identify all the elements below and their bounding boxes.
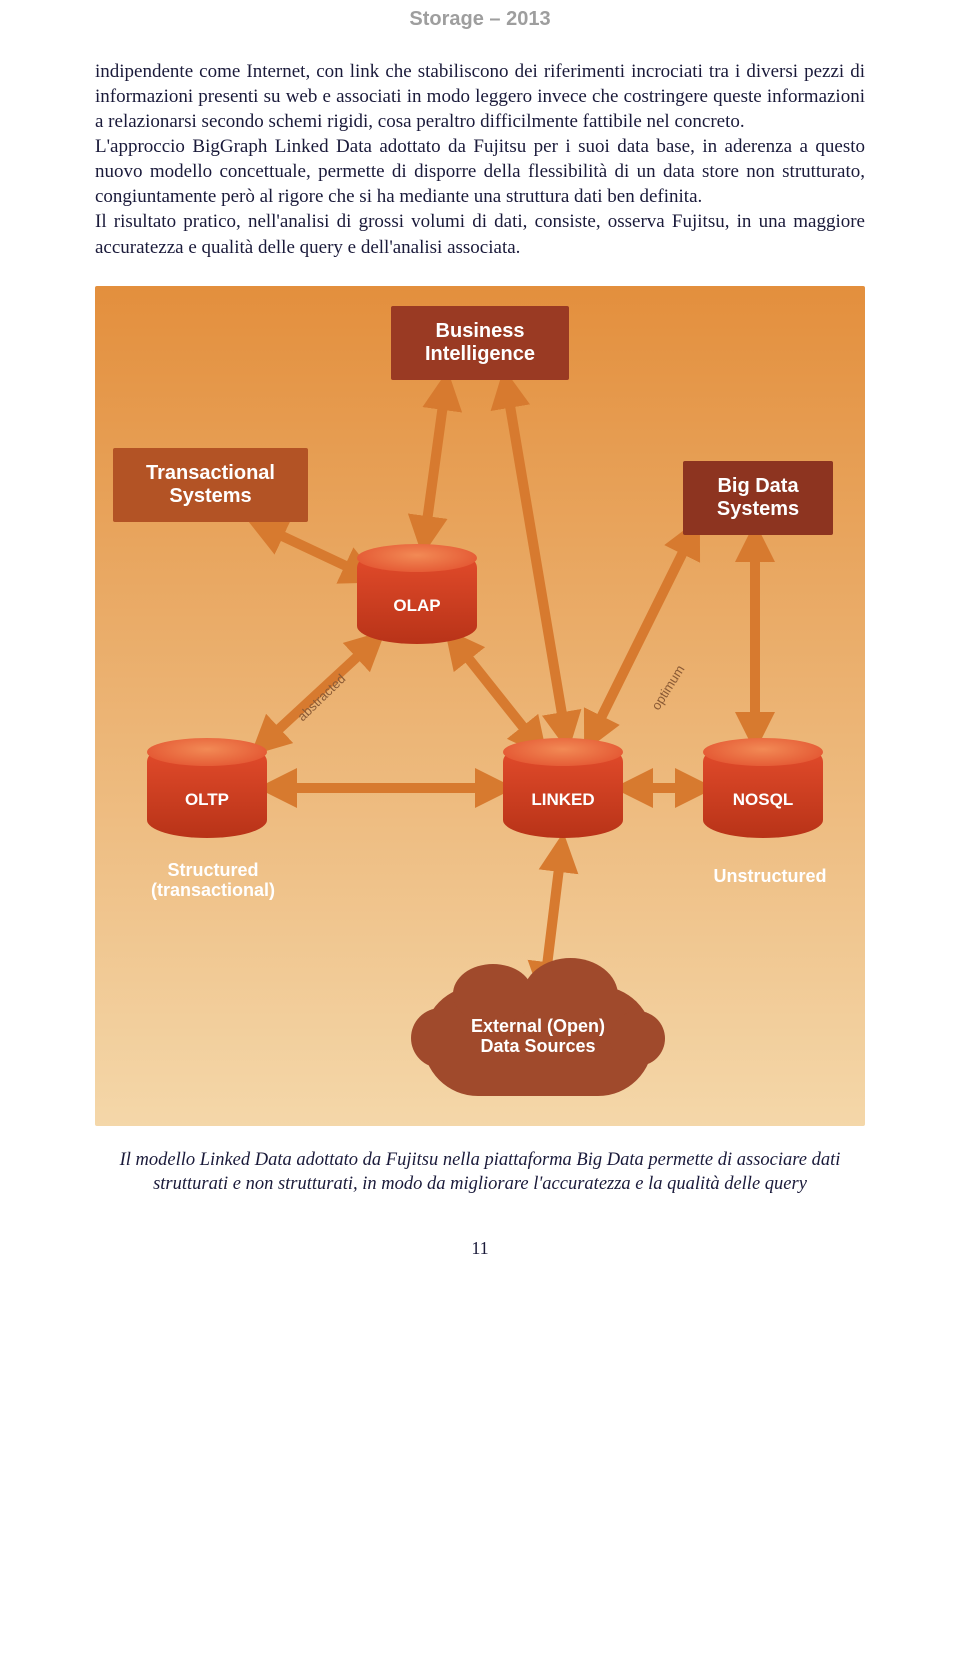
arrow-trans-olap [265, 528, 363, 574]
arrow-bi-olap [425, 390, 445, 536]
arrow-bi-linked [507, 388, 565, 732]
linked-data-diagram: BusinessIntelligence TransactionalSystems… [95, 286, 865, 1126]
cylinder-label: OLTP [147, 790, 267, 810]
paragraph-1: indipendente come Internet, con link che… [95, 59, 865, 134]
box-bigd: Big DataSystems [683, 461, 833, 535]
cap-struct: Structured(transactional) [133, 860, 293, 901]
box-trans: TransactionalSystems [113, 448, 308, 522]
page-number: 11 [95, 1238, 865, 1259]
cylinder-shape [703, 738, 823, 838]
cloud-label: External (Open)Data Sources [423, 1016, 653, 1057]
cylinder-label: LINKED [503, 790, 623, 810]
body-text: indipendente come Internet, con link che… [95, 59, 865, 260]
cylinder-shape [147, 738, 267, 838]
paragraph-3: Il risultato pratico, nell'analisi di gr… [95, 209, 865, 259]
cylinder-shape [357, 544, 477, 644]
cylinder-oltp: OLTP [147, 738, 267, 838]
page-header: Storage – 2013 [95, 0, 865, 59]
figure-caption: Il modello Linked Data adottato da Fujit… [95, 1148, 865, 1196]
cylinder-label: NOSQL [703, 790, 823, 810]
cylinder-linked: LINKED [503, 738, 623, 838]
arrow-olap-linked [457, 644, 535, 742]
paragraph-2: L'approccio BigGraph Linked Data adottat… [95, 134, 865, 209]
box-bi: BusinessIntelligence [391, 306, 569, 380]
cylinder-nosql: NOSQL [703, 738, 823, 838]
cap-unstruct: Unstructured [695, 866, 845, 887]
cylinder-olap: OLAP [357, 544, 477, 644]
cylinder-shape [503, 738, 623, 838]
cylinder-label: OLAP [357, 596, 477, 616]
cloud-ext: External (Open)Data Sources [423, 986, 653, 1096]
arrow-bigd-linked [593, 536, 691, 734]
header-title: Storage – 2013 [409, 8, 550, 30]
